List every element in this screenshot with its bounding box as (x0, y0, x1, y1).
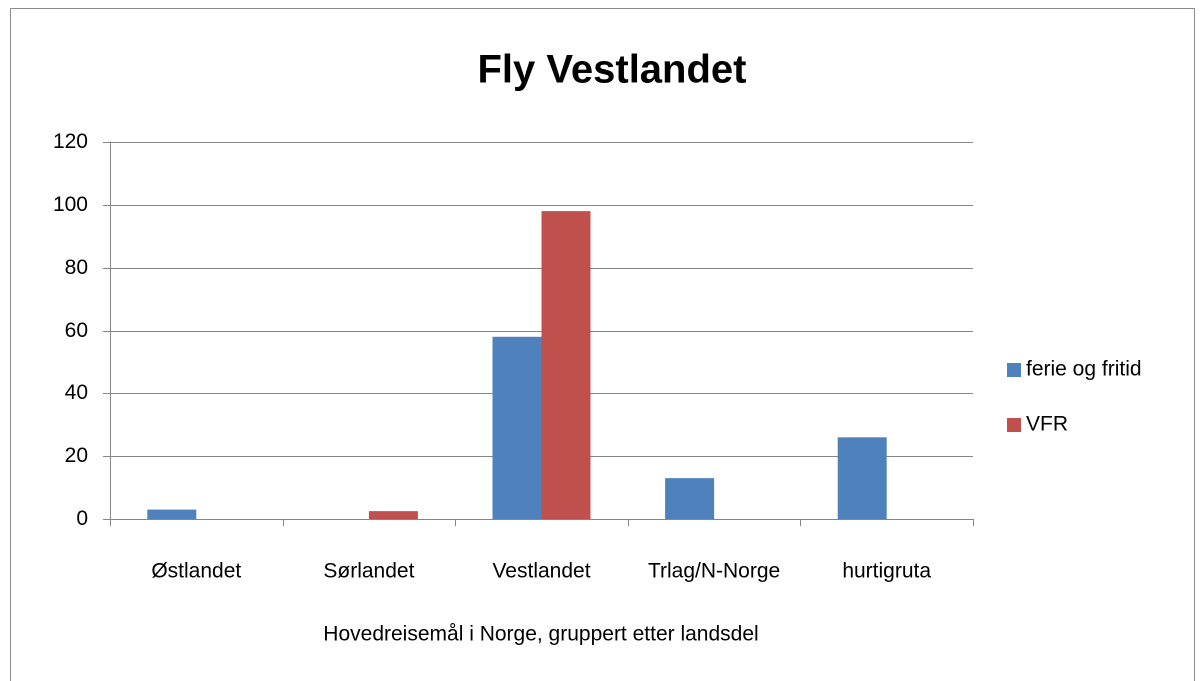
bar (665, 478, 715, 519)
y-tick-label: 120 (53, 130, 88, 153)
x-tick-label: Sørlandet (323, 560, 414, 583)
x-tick-label: hurtigruta (842, 560, 931, 583)
bar (837, 437, 887, 519)
bar (492, 336, 542, 519)
x-axis-label: Hovedreisemål i Norge, gruppert etter la… (323, 623, 758, 646)
y-tick-label: 40 (65, 381, 88, 404)
bar (541, 211, 591, 519)
y-tick-label: 60 (65, 319, 88, 342)
legend-label: VFR (1026, 413, 1068, 436)
y-tick-label: 80 (65, 256, 88, 279)
x-tick-label: Vestlandet (492, 560, 590, 583)
x-tick-label: Østlandet (151, 560, 241, 583)
legend-swatch (1007, 418, 1021, 432)
legend-label: ferie og fritid (1026, 358, 1142, 381)
bar (368, 511, 418, 519)
legend-swatch (1007, 363, 1021, 377)
y-tick-label: 20 (65, 444, 88, 467)
chart-frame (10, 8, 1195, 681)
x-tick-label: Trlag/N-Norge (648, 560, 780, 583)
bar (147, 509, 197, 519)
y-tick-label: 100 (53, 193, 88, 216)
chart-title: Fly Vestlandet (478, 48, 747, 92)
y-tick-label: 0 (76, 507, 88, 530)
